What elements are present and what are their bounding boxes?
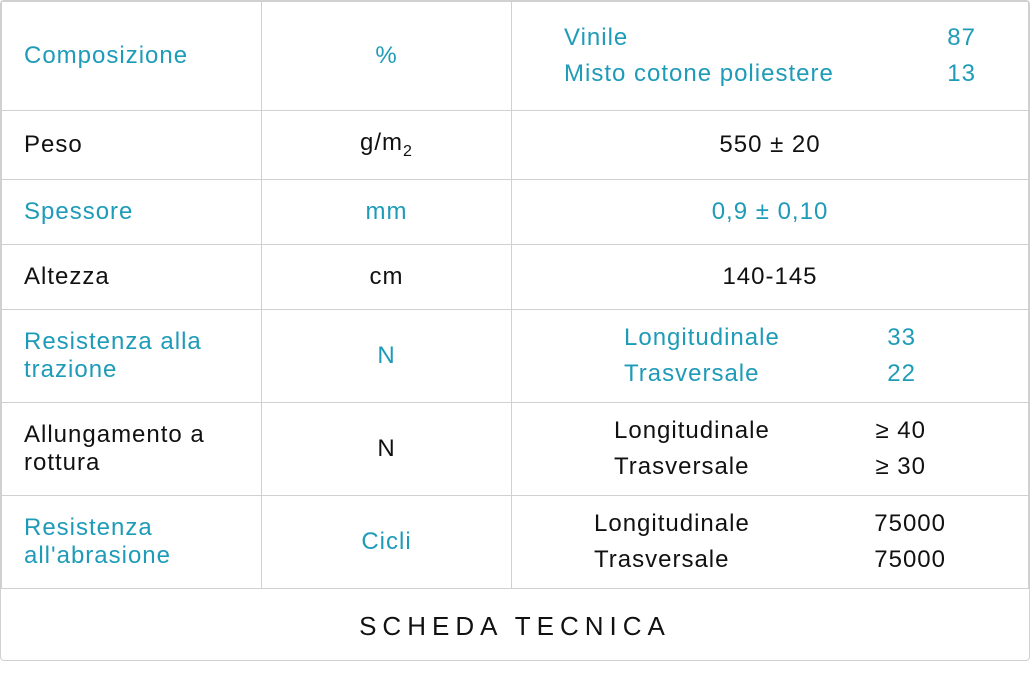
unit-peso: g/m2: [262, 111, 512, 180]
label-peso: Peso: [2, 111, 262, 180]
value-trazione: Longitudinale Trasversale 33 22: [512, 309, 1029, 402]
label-spessore: Spessore: [2, 179, 262, 244]
allungamento-item-name-1: Trasversale: [614, 449, 770, 485]
value-composizione: Vinile Misto cotone poliestere 87 13: [512, 2, 1029, 111]
row-spessore: Spessore mm 0,9 ± 0,10: [2, 179, 1029, 244]
value-altezza: 140-145: [512, 244, 1029, 309]
composizione-item-name-0: Vinile: [564, 20, 834, 56]
abrasione-item-val-1: 75000: [874, 542, 946, 578]
row-composizione: Composizione % Vinile Misto cotone polie…: [2, 2, 1029, 111]
row-abrasione: Resistenza all'abrasione Cicli Longitudi…: [2, 495, 1029, 588]
unit-allungamento: N: [262, 402, 512, 495]
allungamento-item-val-1: ≥ 30: [875, 449, 926, 485]
trazione-item-name-1: Trasversale: [624, 356, 780, 392]
unit-peso-exp: 2: [403, 143, 413, 160]
unit-peso-prefix: g/m: [360, 129, 403, 156]
allungamento-item-val-0: ≥ 40: [875, 413, 926, 449]
label-abrasione: Resistenza all'abrasione: [2, 495, 262, 588]
unit-spessore: mm: [262, 179, 512, 244]
unit-abrasione: Cicli: [262, 495, 512, 588]
row-trazione: Resistenza alla trazione N Longitudinale…: [2, 309, 1029, 402]
label-trazione: Resistenza alla trazione: [2, 309, 262, 402]
value-allungamento: Longitudinale Trasversale ≥ 40 ≥ 30: [512, 402, 1029, 495]
label-composizione: Composizione: [2, 2, 262, 111]
allungamento-item-name-0: Longitudinale: [614, 413, 770, 449]
value-spessore: 0,9 ± 0,10: [512, 179, 1029, 244]
row-peso: Peso g/m2 550 ± 20: [2, 111, 1029, 180]
label-allungamento: Allungamento a rottura: [2, 402, 262, 495]
value-peso: 550 ± 20: [512, 111, 1029, 180]
row-altezza: Altezza cm 140-145: [2, 244, 1029, 309]
row-allungamento: Allungamento a rottura N Longitudinale T…: [2, 402, 1029, 495]
abrasione-item-name-0: Longitudinale: [594, 506, 750, 542]
trazione-item-val-1: 22: [887, 356, 916, 392]
abrasione-item-name-1: Trasversale: [594, 542, 750, 578]
abrasione-item-val-0: 75000: [874, 506, 946, 542]
unit-altezza: cm: [262, 244, 512, 309]
value-abrasione: Longitudinale Trasversale 75000 75000: [512, 495, 1029, 588]
label-altezza: Altezza: [2, 244, 262, 309]
composizione-item-name-1: Misto cotone poliestere: [564, 56, 834, 92]
unit-trazione: N: [262, 309, 512, 402]
unit-composizione: %: [262, 2, 512, 111]
trazione-item-name-0: Longitudinale: [624, 320, 780, 356]
trazione-item-val-0: 33: [887, 320, 916, 356]
composizione-item-val-0: 87: [947, 20, 976, 56]
composizione-item-val-1: 13: [947, 56, 976, 92]
spec-table: Composizione % Vinile Misto cotone polie…: [1, 1, 1029, 589]
sheet-title: SCHEDA TECNICA: [1, 589, 1029, 660]
spec-sheet: Composizione % Vinile Misto cotone polie…: [0, 0, 1030, 661]
